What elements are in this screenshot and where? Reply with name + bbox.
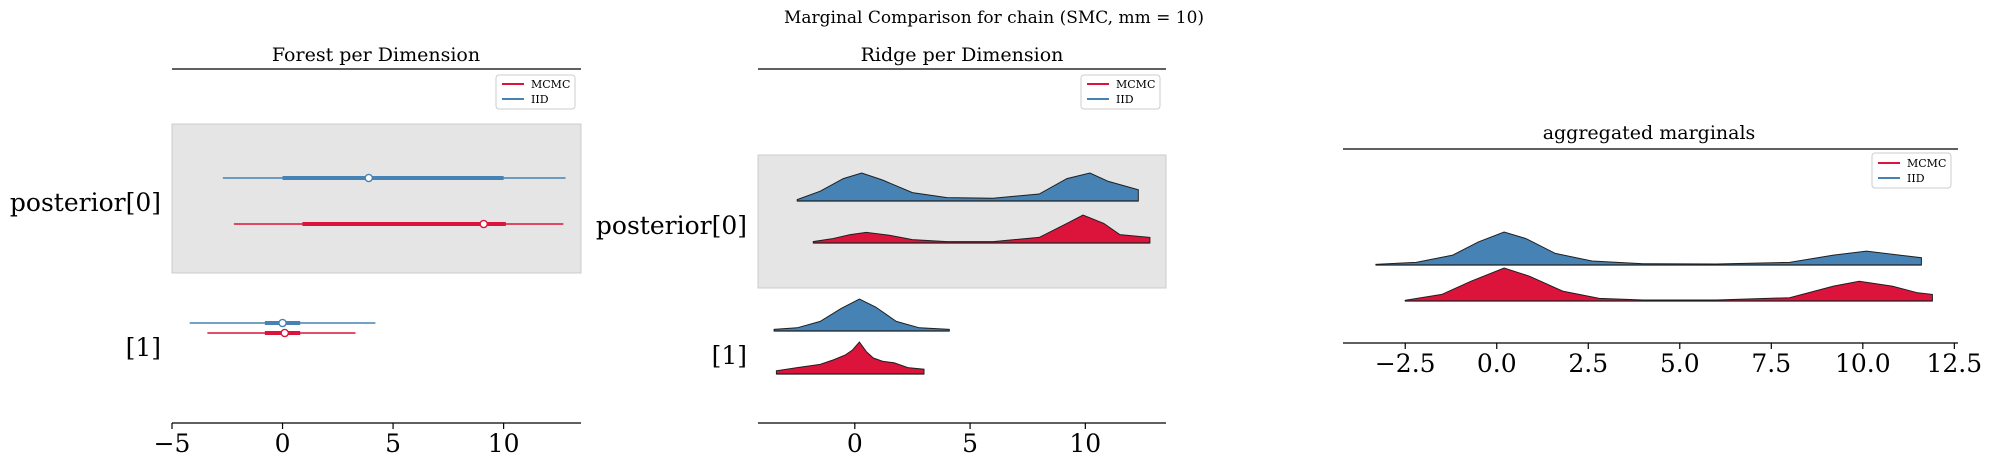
ridge-ylabel-0: posterior[0] [596,211,747,240]
aggregated-legend-mcmc: MCMC [1907,157,1946,170]
aggregated-legend: MCMC IID [1871,152,1952,189]
aggregated-xtick-label: 12.5 [1927,349,1983,378]
aggregated-panel-title: aggregated marginals [1543,122,1756,144]
aggregated-xtick-label: −2.5 [1375,349,1436,378]
ridge-xtick-label: 5 [962,429,978,458]
ridge-panel-title: Ridge per Dimension [861,44,1064,66]
forest-xtick-label: 10 [488,429,520,458]
forest-legend-iid: IID [531,93,549,106]
forest-ylabel-0: posterior[0] [10,188,161,217]
aggregated-legend-iid: IID [1907,172,1925,185]
forest-panel-title: Forest per Dimension [272,44,480,66]
aggregated-xtick-label: 5.0 [1660,349,1700,378]
forest-xtick-label: 0 [275,429,291,458]
aggregated-xtick-label: 7.5 [1751,349,1791,378]
figure-title: Marginal Comparison for chain (SMC, mm =… [784,8,1204,28]
forest-iid-median-0 [364,173,374,183]
ridge-xtick-label: 0 [847,429,863,458]
ridge-mcmc-density-0 [812,214,1151,244]
ridge-legend-mcmc: MCMC [1116,78,1155,91]
ridge-mcmc-density-1 [775,341,925,375]
aggregated-panel: aggregated marginals −2.5 0.0 2.5 5.0 7.5 10.… [1343,122,1982,378]
forest-mcmc-median-1 [280,328,290,338]
aggregated-xtick-label: 0.0 [1477,349,1517,378]
aggregated-legend-box [1871,152,1952,189]
ridge-panel: Ridge per Dimension posterior[0] [1] 0 5 1… [596,44,1167,458]
forest-mcmc-median-0 [479,219,489,229]
aggregated-xtick-label: 2.5 [1568,349,1608,378]
ridge-ylabel-1: [1] [712,341,747,370]
forest-iid-median-1 [278,318,287,328]
forest-legend-mcmc: MCMC [531,78,570,91]
aggregated-xtick-label: 10.0 [1835,349,1891,378]
aggregated-mcmc-density [1404,267,1933,302]
ridge-xtick-label: 10 [1069,429,1101,458]
ridge-legend-iid: IID [1116,93,1134,106]
ridge-legend: MCMC IID [1080,74,1161,110]
forest-ylabel-1: [1] [126,333,161,362]
aggregated-iid-density [1375,231,1922,266]
forest-xtick-label: −5 [154,429,191,458]
forest-legend: MCMC IID [495,74,576,110]
forest-panel: Forest per Dimension posterior[0] [1] −5… [10,44,582,458]
forest-xtick-label: 5 [385,429,401,458]
ridge-iid-density-1 [773,298,950,332]
ridge-row-band [757,154,1167,289]
forest-row-band [171,123,582,274]
ridge-iid-density-0 [796,172,1139,202]
